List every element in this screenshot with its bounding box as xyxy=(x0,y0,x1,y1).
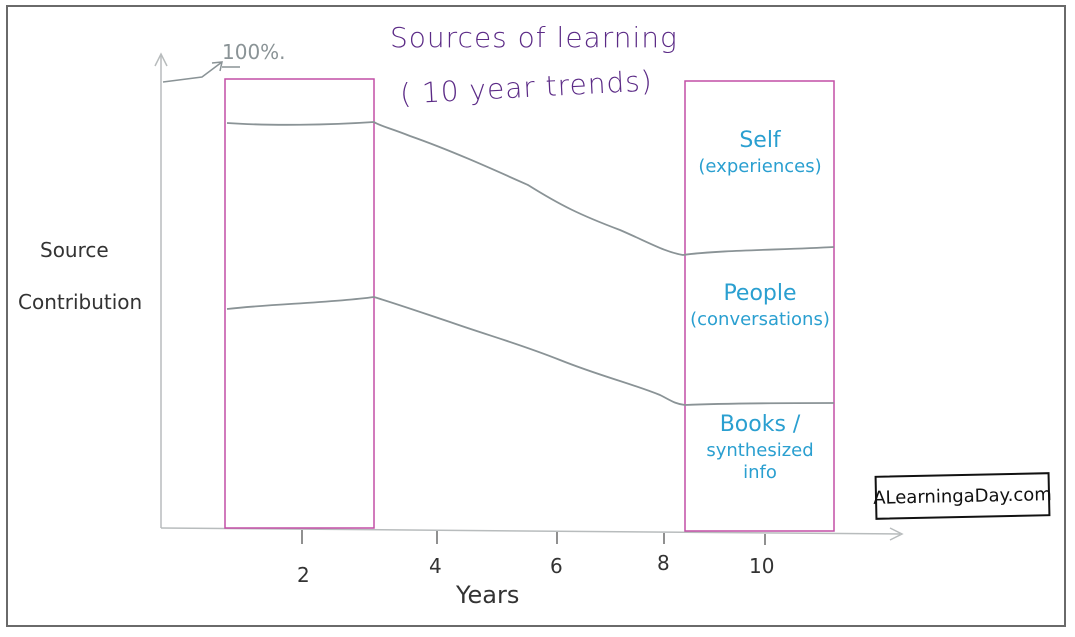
x-tick-label-10: 10 xyxy=(749,554,775,578)
legend-self-sub: (experiences) xyxy=(698,156,822,177)
legend-books-sub2: info xyxy=(743,462,777,483)
brand-text: ALearningaDay.com xyxy=(872,483,1053,509)
x-tick-label-8: 8 xyxy=(657,551,670,575)
pointer-arrow xyxy=(162,61,223,83)
y-max-label: 100%. xyxy=(222,40,286,64)
legend-books-sub: synthesized xyxy=(706,440,814,461)
y-axis-label-line1: Source xyxy=(40,238,109,262)
legend-books: Books / synthesized info xyxy=(690,414,830,482)
x-tick-label-6: 6 xyxy=(550,554,563,578)
self-people-boundary-line xyxy=(226,121,835,256)
chart-frame xyxy=(6,5,1066,627)
x-tick-label-2: 2 xyxy=(297,563,310,587)
x-tick-label-4: 4 xyxy=(429,554,442,578)
people-books-boundary-line xyxy=(226,296,835,406)
legend-people-sub: (conversations) xyxy=(690,309,830,330)
y-axis-arrow-icon xyxy=(154,52,168,67)
x-axis-label: Years xyxy=(456,581,520,609)
x-axis xyxy=(160,527,901,535)
brand-watermark: ALearningaDay.com xyxy=(872,472,1053,520)
x-ticks xyxy=(301,530,766,545)
legend-people-label: People xyxy=(723,281,797,306)
legend-self: Self (experiences) xyxy=(690,130,830,176)
legend-books-label: Books / xyxy=(719,412,801,437)
chart-title: Sources of learning xyxy=(390,21,678,54)
legend-people: People (conversations) xyxy=(690,283,830,329)
start-period-box xyxy=(224,78,375,529)
pointer-arrow-head-icon xyxy=(211,61,223,72)
end-period-box xyxy=(684,80,835,532)
x-axis-arrow-icon xyxy=(889,527,904,541)
y-axis-label-line2: Contribution xyxy=(18,290,143,314)
legend-self-label: Self xyxy=(739,128,781,153)
